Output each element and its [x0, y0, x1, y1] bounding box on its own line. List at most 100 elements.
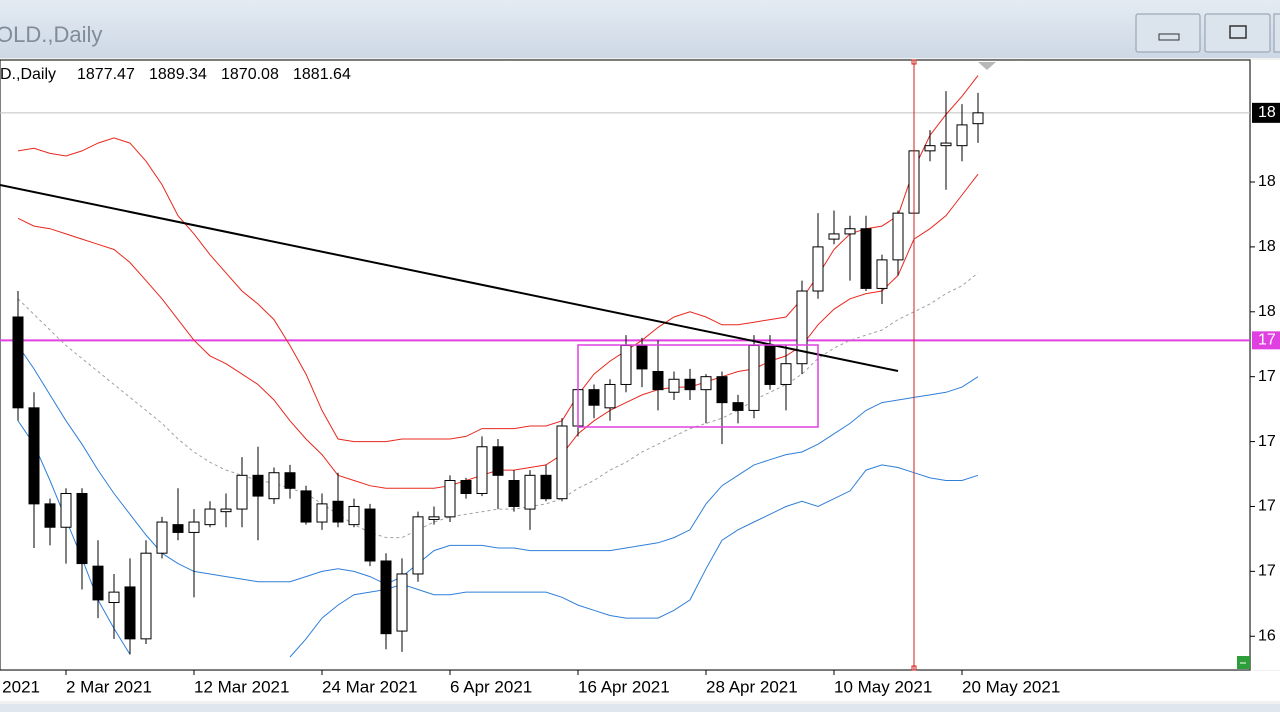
candle-body: [252, 474, 264, 497]
candle-body: [284, 472, 296, 489]
x-tick-label: 20 May 2021: [962, 677, 1060, 696]
candle-body: [172, 524, 184, 533]
candle-body: [444, 480, 456, 518]
price-scale: [1251, 60, 1280, 670]
candle-body: [156, 521, 168, 554]
candle-body: [348, 505, 360, 526]
candle-body: [636, 345, 648, 370]
candle-body: [892, 212, 904, 261]
candle-body: [332, 500, 344, 523]
vertical-line-handle: [911, 665, 917, 671]
candle-body: [524, 474, 536, 510]
candle-body: [828, 233, 840, 240]
candle-body: [12, 316, 24, 409]
candle-body: [732, 402, 744, 411]
title-bar: [0, 0, 1280, 58]
x-tick-label: 2 Mar 2021: [66, 677, 152, 696]
y-tick-label: 18: [1258, 238, 1276, 255]
candle-body: [588, 389, 600, 406]
candle-body: [220, 508, 232, 513]
candle-body: [940, 142, 952, 147]
candle-body: [124, 586, 136, 640]
ohlc-close: 1881.64: [293, 66, 351, 83]
candle-body: [268, 472, 280, 500]
candle-body: [700, 376, 712, 391]
restore-icon: [1229, 25, 1247, 39]
y-tick-label: 17: [1258, 368, 1276, 385]
candle-body: [620, 345, 632, 385]
x-tick-label: 28 Apr 2021: [706, 677, 798, 696]
ohlc-open: 1877.47: [77, 66, 135, 83]
indicator-line: [17, 345, 979, 585]
y-tick-label: 17: [1258, 433, 1276, 450]
candle-body: [412, 516, 424, 575]
candle-body: [364, 508, 376, 562]
candle-body: [476, 446, 488, 494]
y-tick-label: 17: [1258, 563, 1276, 580]
candle-body: [140, 552, 152, 640]
candle-body: [108, 591, 120, 604]
candle-body: [540, 474, 552, 500]
level-label: 17: [1258, 332, 1276, 349]
candle-body: [956, 124, 968, 147]
candle-body: [684, 378, 696, 391]
candle-body: [380, 560, 392, 635]
candle-body: [300, 490, 312, 523]
candle-body: [780, 363, 792, 385]
candle-body: [204, 508, 216, 526]
restore-button[interactable]: [1204, 13, 1271, 53]
candle-body: [796, 290, 808, 365]
x-tick-label: 24 Mar 2021: [322, 677, 417, 696]
candle-body: [716, 376, 728, 404]
candle-body: [60, 492, 72, 528]
candle-body: [76, 492, 88, 565]
indicator-line: [17, 272, 979, 539]
candle-body: [812, 246, 824, 292]
x-tick-label: 16 Apr 2021: [578, 677, 670, 696]
plot-layer: [0, 75, 1250, 658]
candle-body: [556, 425, 568, 500]
ohlc-high: 1889.34: [149, 66, 207, 83]
trend-line: [0, 184, 899, 372]
x-tick-label: 6 Apr 2021: [450, 677, 532, 696]
y-tick-label: 18: [1258, 173, 1276, 190]
candle-body: [668, 378, 680, 393]
candle-body: [460, 480, 472, 494]
time-scale: [0, 671, 1280, 701]
candle-body: [316, 503, 328, 523]
candle-body: [764, 345, 776, 385]
ohlc-low: 1870.08: [221, 66, 279, 83]
minimize-icon: [1158, 33, 1180, 41]
window-title: OLD.,Daily: [0, 22, 102, 47]
candle-body: [604, 383, 616, 409]
candle-body: [860, 228, 872, 289]
candle-body: [92, 565, 104, 601]
y-tick-label: 18: [1258, 303, 1276, 320]
close-button[interactable]: [1273, 13, 1280, 53]
candle-body: [236, 474, 248, 510]
candle-body: [492, 446, 504, 476]
x-tick-label: 2021: [2, 677, 40, 696]
symbol-label: D.,Daily: [0, 66, 56, 83]
shift-marker: [978, 62, 996, 70]
candle-body: [972, 112, 984, 125]
current-price-box: [1252, 102, 1280, 123]
candle-body: [652, 370, 664, 391]
candle-body: [924, 145, 936, 152]
candle-body: [844, 228, 856, 235]
candle-body: [188, 521, 200, 533]
candle-body: [748, 345, 760, 411]
y-tick-label: 16: [1258, 627, 1276, 644]
y-tick-label: 17: [1258, 498, 1276, 515]
level-label-box: [1252, 331, 1280, 350]
candle-body: [428, 516, 440, 520]
candle-body: [396, 573, 408, 632]
candle-body: [44, 503, 56, 528]
x-tick-label: 10 May 2021: [834, 677, 932, 696]
vertical-line-handle: [911, 59, 917, 65]
x-tick-label: 12 Mar 2021: [194, 677, 289, 696]
minimize-button[interactable]: [1135, 13, 1201, 53]
status-strip: [0, 704, 1280, 712]
